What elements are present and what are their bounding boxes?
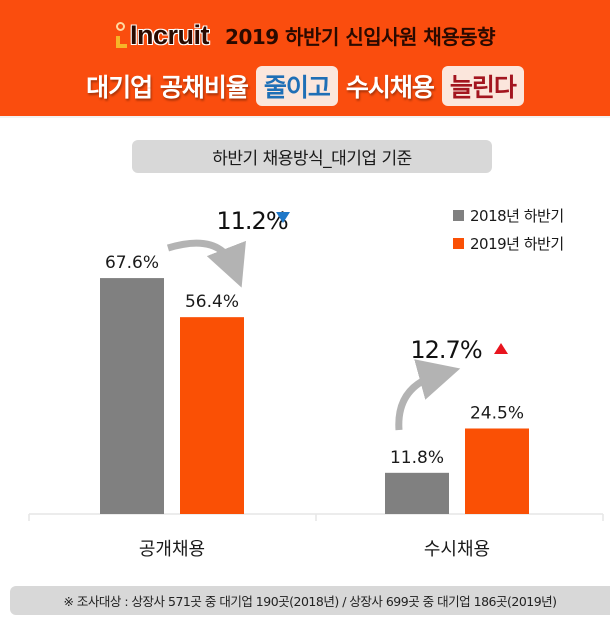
bar-2019-rolling [465,428,529,514]
header-banner: Incruit 2019 하반기 신입사원 채용동향 대기업 공채비율 줄이고 … [0,0,610,118]
headline-badge-increase: 늘린다 [441,66,524,106]
header-subtitle: 2019 하반기 신입사원 채용동향 [225,24,495,49]
headline: 대기업 공채비율 줄이고 수시채용 늘린다 [0,66,610,106]
survey-footnote: ※ 조사대상 : 상장사 571곳 중 대기업 190곳(2018년) / 상장… [10,586,610,615]
category-label: 공개채용 [139,539,205,560]
headline-part1: 대기업 공채비율 [86,73,249,102]
category-labels: 공개채용 수시채용 [139,539,490,560]
legend-swatch [453,238,464,249]
incruit-logo-icon [115,20,129,50]
data-label: 56.4% [185,292,239,312]
bars [100,278,529,514]
legend-label: 2018년 하반기 [470,207,564,225]
data-label: 24.5% [470,403,524,423]
headline-badge-decrease: 줄이고 [255,66,338,106]
change-percent: 11.2% [216,207,287,235]
triangle-down-icon [276,212,290,223]
bar-2018-rolling [385,472,449,514]
data-label: 11.8% [390,448,444,468]
logo-text: Incruit [130,20,210,50]
legend-swatch [453,210,464,221]
curved-arrow-icon [166,239,246,288]
section-title: 하반기 채용방식_대기업 기준 [132,140,492,173]
data-label: 67.6% [105,253,159,273]
bar-2019-open [180,317,244,514]
incruit-logo: Incruit [115,20,210,50]
legend: 2018년 하반기 2019년 하반기 [453,207,564,253]
x-axis [28,513,604,521]
headline-part2: 수시채용 [345,73,435,102]
curved-arrow-icon [395,359,461,431]
change-annotations: 11.2% 12.7% [166,207,508,431]
legend-label: 2019년 하반기 [470,235,564,253]
data-labels: 67.6% 56.4% 11.8% 24.5% [105,253,524,468]
logo-row: Incruit 2019 하반기 신입사원 채용동향 [0,20,610,50]
category-label: 수시채용 [424,539,490,560]
change-percent: 12.7% [410,336,481,364]
bar-2018-open [100,278,164,514]
triangle-up-icon [494,343,508,354]
